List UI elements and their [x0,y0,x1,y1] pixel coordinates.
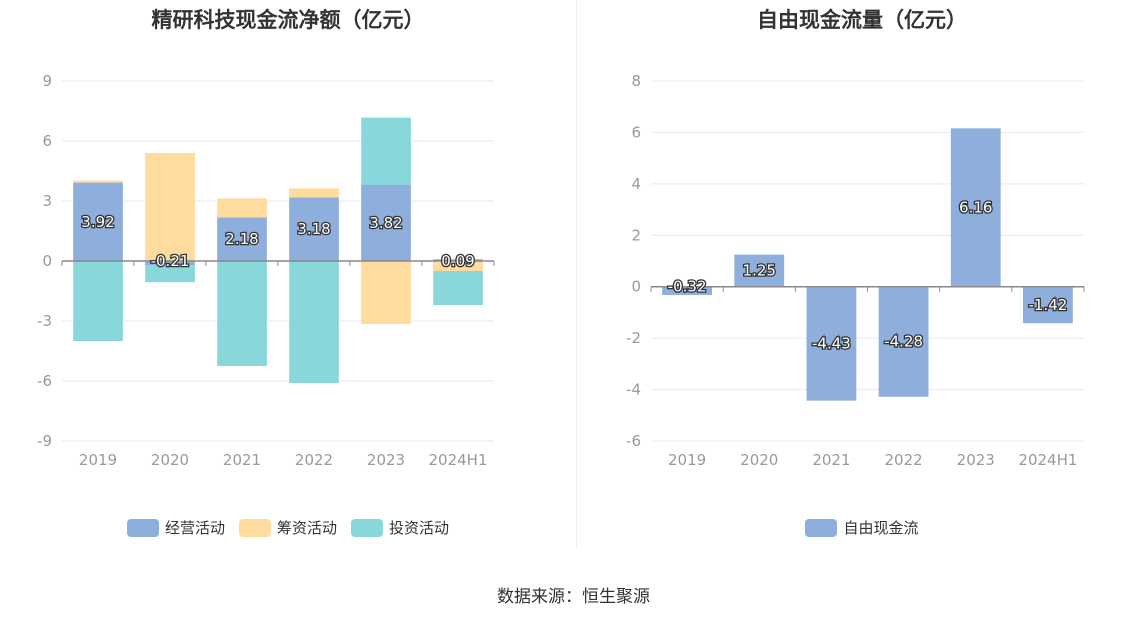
legend-label-investing: 投资活动 [389,519,450,537]
x-tick-label: 2021 [223,451,261,469]
cashflow-bar-投资活动-2020 [145,265,195,283]
cashflow-bar-经营活动-2024H1 [433,259,483,261]
data-label: -0.32 [668,278,707,296]
y-tick-label: -9 [37,432,52,450]
y-tick-label: -4 [626,381,641,399]
legend-label-free-cashflow: 自由现金流 [843,519,919,537]
cashflow-bar-投资活动-2022 [289,261,339,383]
legend-swatch-financing [238,518,271,537]
data-label: -4.43 [812,335,851,353]
cashflow-bar-投资活动-2019 [73,261,123,341]
fcf-bar-自由现金流-2024H1 [1023,286,1073,324]
legend-swatch-free-cashflow [805,518,838,537]
panel-divider [576,0,577,548]
cashflow-bar-经营活动-2020 [145,261,195,266]
x-tick-label: 2022 [295,451,333,469]
cashflow-chart-plot: -9 -6 -3 0 3 6 9 2019 2020 2021 2022 2023 2024H1 3.92… [37,72,495,469]
y-tick-label: 2 [631,226,641,244]
free-cashflow-chart-panel: 自由现金流量（亿元） -6 -4 -2 0 2 4 6 8 2019 2020 2021 2022 20… [577,0,1147,560]
x-tick-label: 2023 [367,451,405,469]
cashflow-bar-经营活动-2019 [73,182,123,261]
data-label: 3.18 [297,220,330,238]
cashflow-bar-筹资活动-2020 [145,153,195,261]
x-tick-label: 2021 [812,451,850,469]
data-label: -0.21 [151,252,190,270]
y-tick-label: 3 [42,192,52,210]
free-cashflow-chart-plot: -6 -4 -2 0 2 4 6 8 2019 2020 2021 2022 2023 2024H1 -0.… [626,72,1085,469]
data-label: 6.16 [959,199,992,217]
fcf-bar-自由现金流-2021 [806,286,857,401]
fcf-bar-自由现金流-2022 [878,286,929,397]
legend-label-financing: 筹资活动 [276,519,337,537]
legend-swatch-operating [126,518,159,537]
free-cashflow-chart-title: 自由现金流量（亿元） [757,8,967,32]
cashflow-chart-legend: 经营活动 筹资活动 投资活动 [0,517,576,538]
legend-item-financing[interactable]: 筹资活动 [238,517,337,538]
legend-item-operating[interactable]: 经营活动 [126,517,225,538]
data-label: -4.28 [884,333,923,351]
data-source: 数据来源：恒生聚源 [497,587,650,607]
data-label: 2.18 [225,230,258,248]
legend-label-operating: 经营活动 [164,519,225,537]
cashflow-bar-投资活动-2023 [361,117,411,185]
cashflow-bar-经营活动-2023 [361,184,411,261]
y-tick-label: -3 [37,312,52,330]
x-tick-label: 2022 [884,451,922,469]
cashflow-bar-筹资活动-2022 [289,188,339,198]
x-tick-label: 2024H1 [1018,451,1077,469]
cashflow-bar-经营活动-2022 [289,197,339,261]
legend-item-investing[interactable]: 投资活动 [351,517,449,538]
cashflow-chart-panel: 精研科技现金流净额（亿元） -9 -6 -3 0 3 6 9 2019 2020 2021 2022… [0,0,576,560]
cashflow-bar-经营活动-2021 [217,217,267,261]
x-tick-label: 2019 [668,451,706,469]
y-tick-label: -6 [37,372,52,390]
x-tick-label: 2020 [740,451,778,469]
cashflow-bar-筹资活动-2021 [217,198,267,218]
cashflow-chart-title: 精研科技现金流净额（亿元） [151,8,425,32]
y-tick-label: -2 [626,329,641,347]
legend-item-free-cashflow[interactable]: 自由现金流 [805,517,919,538]
fcf-bar-自由现金流-2020 [734,254,785,287]
y-tick-label: 6 [631,123,641,141]
x-tick-label: 2019 [79,451,117,469]
cashflow-bar-投资活动-2024H1 [433,271,483,305]
x-tick-label: 2023 [957,451,995,469]
y-tick-label: 9 [42,72,52,90]
data-label: 3.82 [369,214,402,232]
y-tick-label: 8 [631,72,641,90]
y-tick-label: 0 [42,252,52,270]
data-label: 1.25 [743,262,776,280]
cashflow-bar-筹资活动-2024H1 [433,261,483,271]
free-cashflow-chart-legend: 自由现金流 [577,517,1147,538]
y-tick-label: -6 [626,432,641,450]
fcf-bar-自由现金流-2019 [662,286,712,295]
data-label: -1.42 [1029,296,1068,314]
fcf-bar-自由现金流-2023 [950,128,1001,287]
data-label: 0.09 [441,252,474,270]
legend-swatch-investing [351,518,383,537]
x-tick-label: 2024H1 [429,451,488,469]
cashflow-bar-投资活动-2021 [217,261,267,366]
data-label: 3.92 [81,213,114,231]
x-tick-label: 2020 [151,451,189,469]
y-tick-label: 4 [631,175,641,193]
y-tick-label: 0 [631,278,641,296]
cashflow-bar-筹资活动-2019 [73,180,123,183]
cashflow-bar-筹资活动-2023 [361,261,411,324]
y-tick-label: 6 [42,132,52,150]
